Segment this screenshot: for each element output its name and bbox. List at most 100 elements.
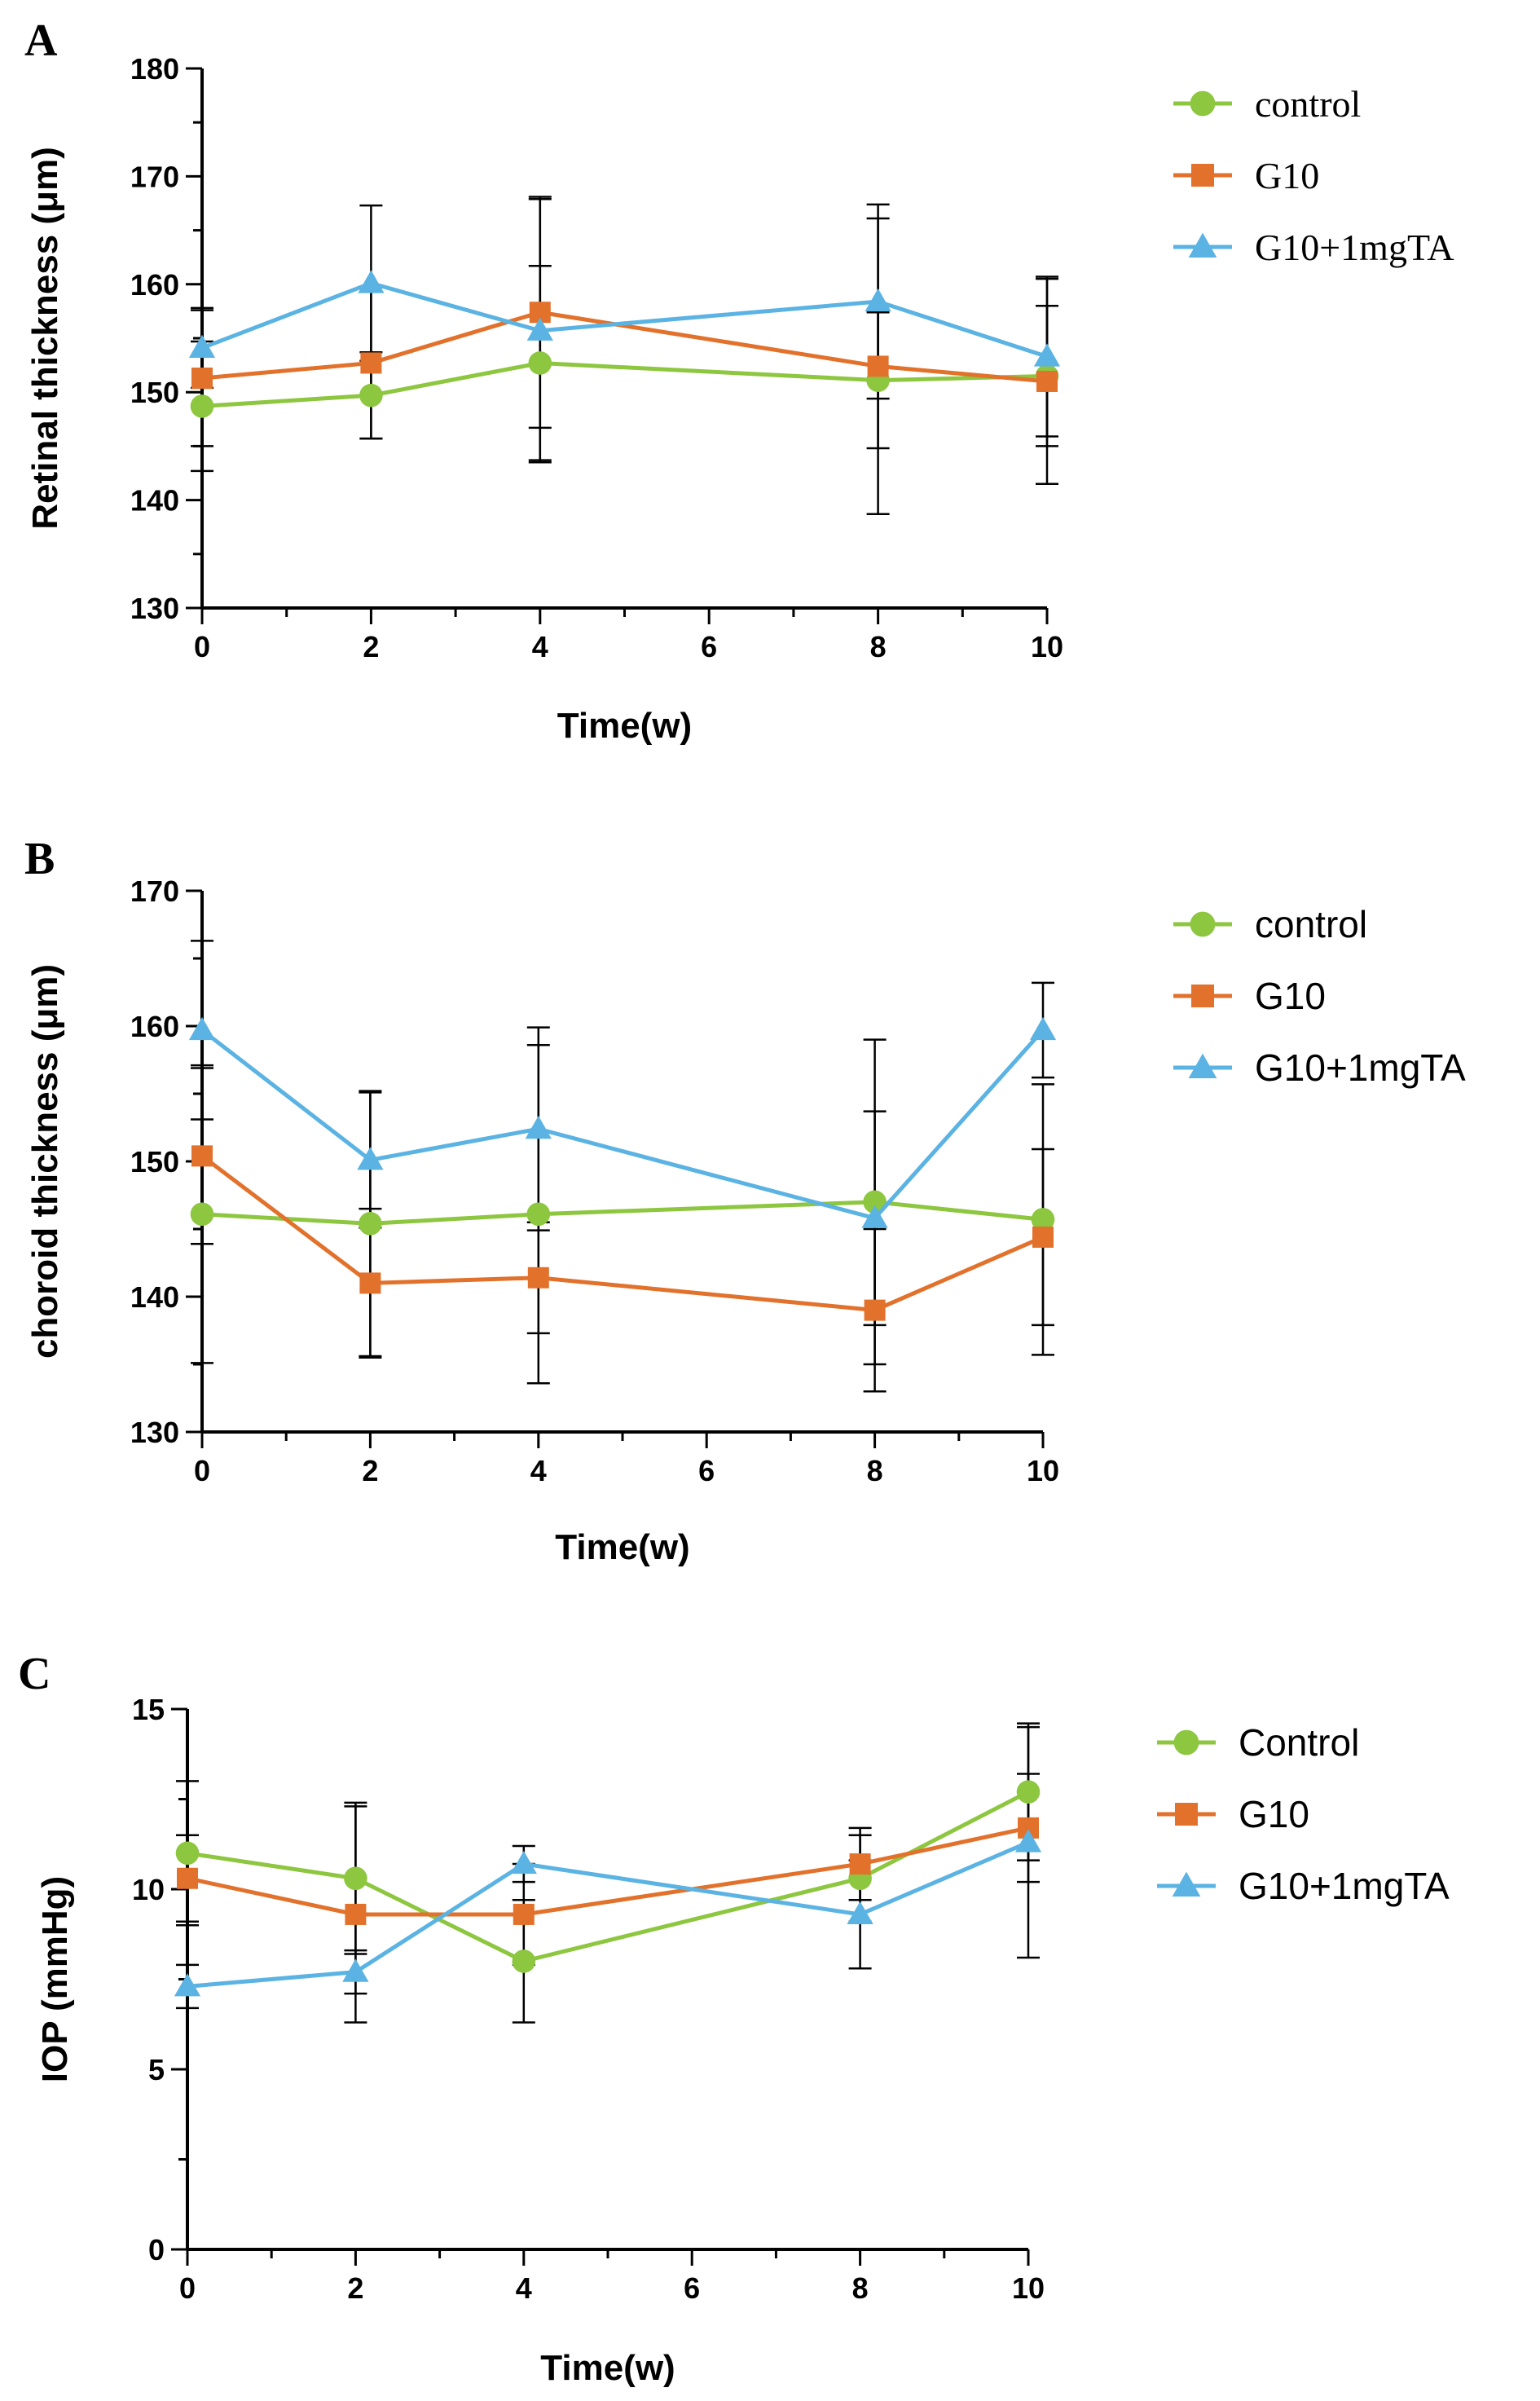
marker-circle [359,383,383,408]
legend-item: G10 [1173,975,1326,1017]
legend: control G10 G10+1mgTA [1173,83,1454,268]
x-tick-label: 4 [532,630,548,663]
marker-triangle [1188,232,1217,258]
marker-triangle [1172,1871,1201,1897]
marker-circle [175,1841,200,1866]
marker-triangle [188,1016,216,1041]
marker-square [191,1145,213,1167]
series-control [175,1780,1041,1973]
x-tick-label: 2 [347,2271,363,2305]
x-tick-label: 2 [362,1454,378,1487]
marker-circle [863,1190,887,1214]
chart-panel-c: C 0 5 10 15 0 2 4 6 8 10 Time(w) IOP (mmHg) Control G1… [18,1649,1450,2388]
legend-label: G10+1mgTA [1255,1046,1466,1089]
x-tick-label: 6 [684,2271,700,2305]
legend-label: control [1255,903,1367,945]
legend-label: G10 [1239,1793,1309,1835]
marker-triangle [342,1958,369,1982]
legend-label: G10+1mgTA [1239,1865,1450,1907]
series-g10 [191,1145,1054,1321]
legend-item: G10+1mgTA [1173,1046,1466,1089]
legend-label: G10 [1255,155,1319,196]
marker-square [527,1267,549,1289]
marker-square [1036,370,1058,392]
x-tick-label: 0 [194,1454,210,1487]
marker-circle [528,351,552,375]
x-axis-title: Time(w) [540,2348,675,2388]
marker-square [1191,164,1214,187]
series-g10-1mgta [174,1829,1042,1997]
marker-circle [1190,911,1216,937]
legend-item: Control [1157,1721,1359,1764]
marker-triangle [510,1850,537,1875]
marker-circle [1016,1780,1041,1804]
chart-panel-a: A 130 140 150 160 170 180 0 2 4 6 8 10 Time(w) Retinal… [24,15,1454,746]
x-tick-label: 8 [852,2271,869,2305]
y-axis-title: Retinal thickness (μm) [25,147,65,529]
y-tick-label: 15 [132,1693,165,1726]
marker-square [867,355,889,377]
legend-item: G10+1mgTA [1173,227,1454,268]
marker-square [1175,1803,1198,1826]
legend-item: control [1173,83,1361,125]
marker-circle [344,1866,367,1891]
x-axis-title: Time(w) [555,1527,689,1567]
marker-square [1191,985,1214,1007]
marker-triangle [1029,1016,1057,1041]
marker-square [513,1903,535,1925]
y-tick-label: 150 [130,376,179,409]
marker-triangle [174,1973,201,1997]
legend-item: G10+1mgTA [1157,1865,1450,1907]
y-tick-label: 130 [130,1416,179,1449]
x-tick-label: 2 [363,630,379,663]
marker-triangle [847,1901,873,1925]
x-tick-label: 8 [870,630,887,663]
chart-panel-b: B 130 140 150 160 170 0 2 4 6 8 10 Time(w) choroid th… [24,834,1466,1567]
marker-triangle [1014,1829,1042,1853]
legend-label: G10+1mgTA [1255,227,1454,268]
marker-triangle [1033,343,1061,367]
y-tick-label: 180 [130,52,179,86]
legend-item: G10 [1157,1793,1309,1835]
legend-item: G10 [1173,155,1319,196]
series-g10 [191,302,1058,392]
y-axis-title: IOP (mmHg) [35,1876,75,2082]
y-tick-label: 140 [130,1280,179,1314]
marker-square [849,1853,871,1875]
panel-letter: C [18,1649,51,1699]
marker-circle [1190,90,1216,117]
marker-square [864,1299,886,1321]
legend-item: control [1173,903,1367,945]
marker-circle [512,1949,536,1973]
x-tick-label: 10 [1012,2271,1045,2305]
marker-circle [190,1202,214,1227]
y-tick-label: 150 [130,1145,179,1178]
marker-triangle [357,1147,384,1170]
marker-circle [526,1202,551,1227]
y-tick-label: 5 [148,2053,165,2086]
series-g10-1mgta [188,1016,1057,1228]
y-tick-label: 160 [130,268,179,302]
series-g10-1mgta [188,270,1061,367]
marker-triangle [865,288,891,312]
marker-triangle [358,270,385,293]
marker-circle [1173,1729,1199,1756]
marker-square [345,1903,367,1925]
marker-circle [1031,1208,1055,1231]
series-line [200,1154,1044,1313]
legend-label: control [1255,83,1361,125]
marker-triangle [188,334,216,359]
marker-triangle [861,1205,888,1228]
x-tick-label: 10 [1031,630,1063,663]
series-line [201,280,1048,359]
legend: control G10 G10+1mgTA [1173,903,1466,1089]
series-control [190,1190,1055,1236]
y-tick-label: 160 [130,1010,179,1043]
y-tick-label: 140 [130,484,179,518]
x-tick-label: 4 [530,1454,547,1487]
x-tick-label: 6 [701,630,717,663]
marker-square [191,367,213,389]
marker-square [360,352,382,374]
panel-letter: B [24,834,55,884]
